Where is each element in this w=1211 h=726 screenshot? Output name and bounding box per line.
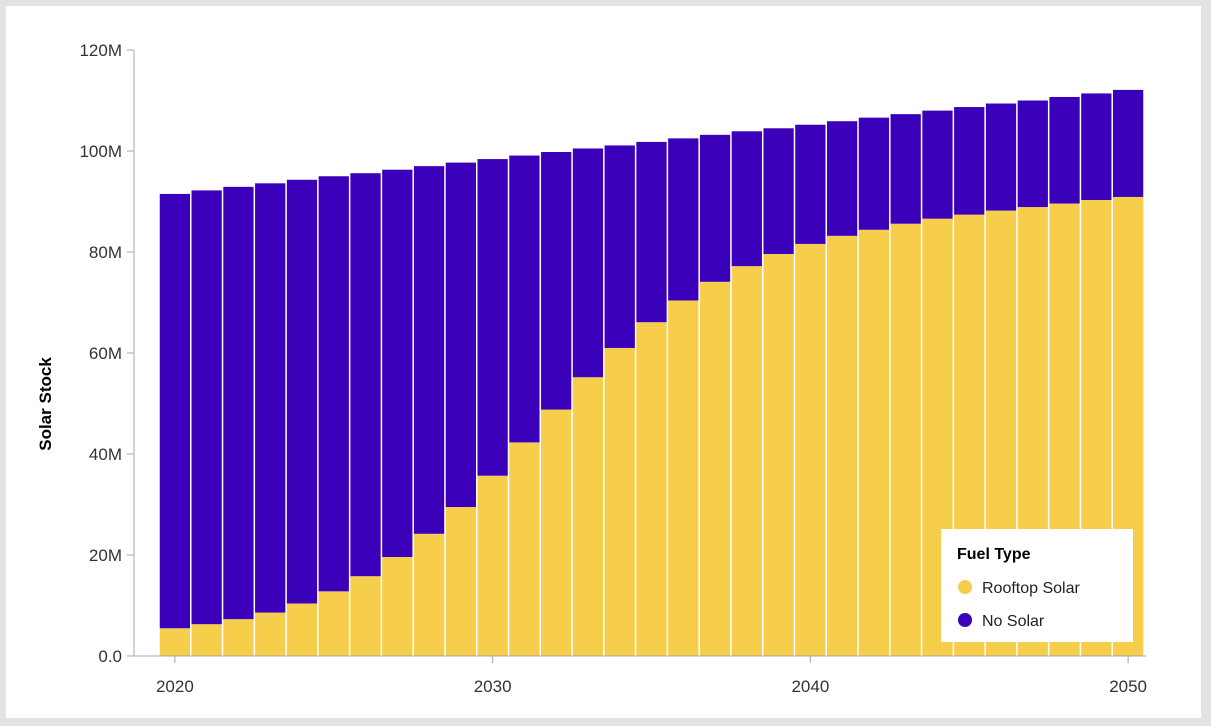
y-tick-label: 60M <box>89 344 122 363</box>
bar-rooftop-solar-2041 <box>827 235 858 656</box>
bar-no-solar-2031 <box>509 155 540 443</box>
bar-rooftop-solar-2020 <box>159 628 191 656</box>
bar-no-solar-2035 <box>636 141 667 323</box>
x-tick-label: 2040 <box>791 677 829 696</box>
bar-no-solar-2049 <box>1081 93 1112 200</box>
y-tick-label: 40M <box>89 445 122 464</box>
bar-no-solar-2034 <box>604 145 635 348</box>
bar-no-solar-2024 <box>286 179 318 604</box>
stacked-bar-chart: 0.0 20M 40M 60M 80M 100M 120M 2020 2030 2040 2050… <box>36 41 1147 696</box>
bar-rooftop-solar-2023 <box>255 612 286 656</box>
y-tick-label: 20M <box>89 546 122 565</box>
x-tick-label: 2030 <box>474 677 512 696</box>
legend-label-no-solar: No Solar <box>982 613 1045 630</box>
bar-no-solar-2026 <box>350 173 381 577</box>
y-tick-label: 100M <box>79 142 122 161</box>
bar-rooftop-solar-2025 <box>318 591 349 656</box>
y-tick-label: 120M <box>79 41 122 60</box>
x-tick-label: 2020 <box>156 677 194 696</box>
bar-rooftop-solar-2040 <box>795 243 826 657</box>
bar-rooftop-solar-2038 <box>731 266 762 656</box>
bar-rooftop-solar-2021 <box>191 624 222 656</box>
bar-rooftop-solar-2034 <box>604 347 635 656</box>
bar-no-solar-2028 <box>413 166 445 534</box>
y-tick-label: 0.0 <box>98 647 122 666</box>
bar-no-solar-2029 <box>445 162 476 508</box>
bar-rooftop-solar-2022 <box>223 619 254 656</box>
bar-no-solar-2045 <box>954 107 985 215</box>
bar-rooftop-solar-2028 <box>413 533 445 656</box>
bar-no-solar-2041 <box>827 121 858 236</box>
bars-layer <box>159 89 1144 657</box>
bar-rooftop-solar-2029 <box>445 507 476 656</box>
bar-no-solar-2033 <box>572 148 604 378</box>
bar-no-solar-2022 <box>223 186 254 620</box>
chart-card: 0.0 20M 40M 60M 80M 100M 120M 2020 2030 2040 2050… <box>6 6 1201 718</box>
bar-no-solar-2042 <box>858 117 890 230</box>
bar-rooftop-solar-2043 <box>890 223 921 656</box>
bar-no-solar-2038 <box>731 131 762 267</box>
bar-no-solar-2040 <box>795 124 826 244</box>
bar-no-solar-2039 <box>763 128 794 255</box>
bar-no-solar-2044 <box>922 110 953 219</box>
bar-rooftop-solar-2024 <box>286 603 318 656</box>
bar-rooftop-solar-2033 <box>572 377 604 656</box>
bar-no-solar-2048 <box>1049 96 1080 204</box>
bar-rooftop-solar-2032 <box>541 409 572 656</box>
bar-no-solar-2025 <box>318 176 349 592</box>
bar-no-solar-2021 <box>191 190 222 625</box>
bar-rooftop-solar-2035 <box>636 322 667 656</box>
bar-no-solar-2032 <box>541 152 572 410</box>
bar-rooftop-solar-2026 <box>350 576 381 656</box>
x-tick-label: 2050 <box>1109 677 1147 696</box>
legend-title: Fuel Type <box>957 546 1031 563</box>
bar-no-solar-2047 <box>1017 100 1048 208</box>
bar-no-solar-2027 <box>382 169 413 558</box>
legend-box <box>941 529 1133 642</box>
legend-swatch-rooftop-solar <box>958 580 972 594</box>
bar-no-solar-2046 <box>985 103 1017 211</box>
bar-no-solar-2023 <box>255 183 286 613</box>
bar-no-solar-2037 <box>699 134 731 282</box>
bar-rooftop-solar-2030 <box>477 475 508 656</box>
bar-no-solar-2036 <box>668 138 699 301</box>
bar-no-solar-2043 <box>890 114 921 224</box>
bar-rooftop-solar-2042 <box>858 229 890 656</box>
bar-no-solar-2030 <box>477 159 508 476</box>
bar-rooftop-solar-2039 <box>763 254 794 656</box>
bar-no-solar-2020 <box>159 193 191 629</box>
bar-rooftop-solar-2037 <box>699 281 731 656</box>
legend: Fuel Type Rooftop Solar No Solar <box>941 529 1133 642</box>
bar-rooftop-solar-2027 <box>382 557 413 656</box>
bar-rooftop-solar-2031 <box>509 442 540 656</box>
bar-no-solar-2050 <box>1112 89 1144 197</box>
y-axis-title: Solar Stock <box>36 357 55 451</box>
legend-swatch-no-solar <box>958 613 972 627</box>
y-ticks: 0.0 20M 40M 60M 80M 100M 120M <box>79 41 134 666</box>
legend-label-rooftop-solar: Rooftop Solar <box>982 580 1081 597</box>
y-tick-label: 80M <box>89 243 122 262</box>
x-ticks: 2020 2030 2040 2050 <box>156 656 1147 696</box>
bar-rooftop-solar-2036 <box>668 300 699 656</box>
